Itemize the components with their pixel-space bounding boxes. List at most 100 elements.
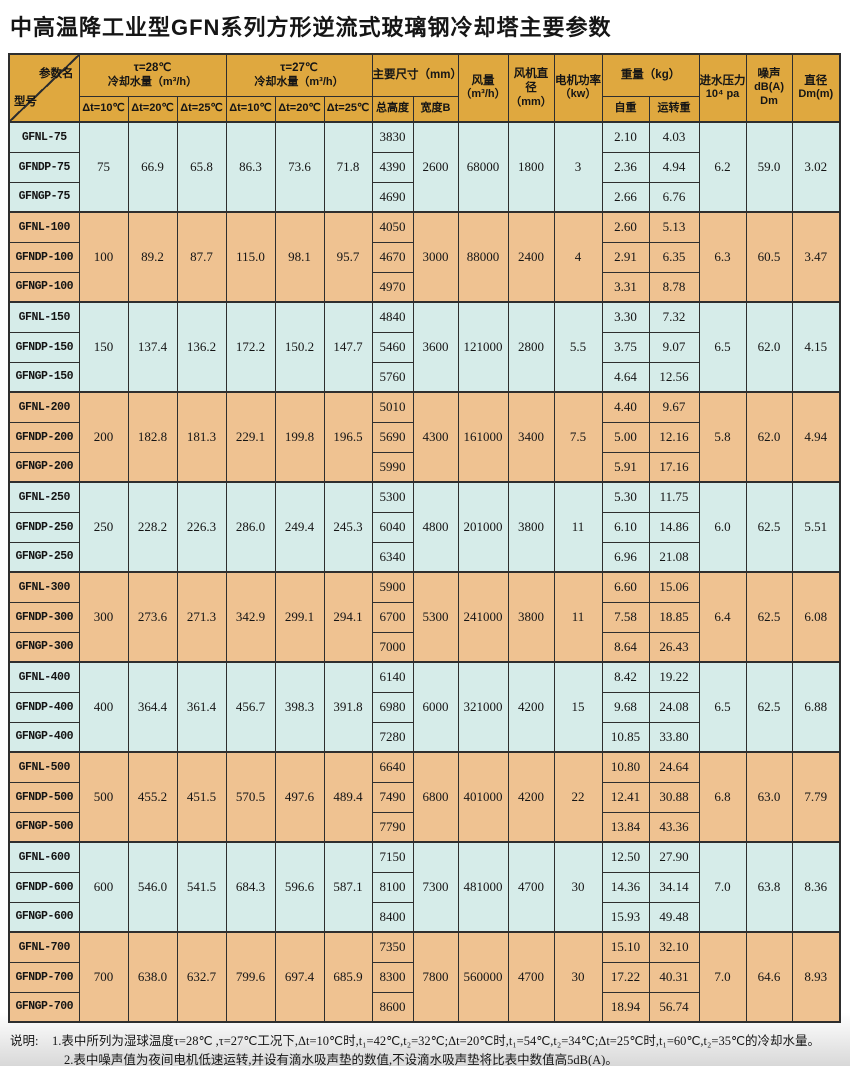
run-weight-cell: 9.07 [648,331,700,363]
width-b-cell: 3600 [412,301,459,393]
header-dimensions-group: 主要尺寸（mm） [371,53,459,97]
fan-diameter-cell: 1800 [507,121,555,213]
run-weight-cell: 4.94 [648,151,700,183]
width-b-cell: 3000 [412,211,459,303]
model-cell: GFNL-300 [8,571,80,603]
total-height-cell: 4390 [371,151,414,183]
width-b-cell: 6800 [412,751,459,843]
model-cell: GFNGP-600 [8,901,80,933]
header-run-weight: 运转重 [648,95,700,123]
header-motor-power: 电机功率 （kw） [553,53,603,123]
self-weight-cell: 4.64 [601,361,650,393]
tau27-flow-cell: 685.9 [323,931,373,1023]
tau27-flow-cell: 294.1 [323,571,373,663]
run-weight-cell: 49.48 [648,901,700,933]
run-weight-cell: 17.16 [648,451,700,483]
table-row: GFNL-150 150 137.4 136.2 172.2 150.2 147.7 4840… [8,301,841,393]
table-row: GFNGP-300 7000 8.64 26.43 [8,631,840,663]
run-weight-cell: 8.78 [648,271,700,303]
self-weight-cell: 5.00 [601,421,650,453]
total-height-cell: 6640 [371,751,414,783]
self-weight-cell: 3.75 [601,331,650,363]
table-row: GFNL-700 700 638.0 632.7 799.6 697.4 685.9 7350… [8,931,841,1023]
fan-diameter-cell: 3800 [507,571,555,663]
tau27-flow-cell: 199.8 [274,391,325,483]
model-cell: GFNDP-500 [8,781,80,813]
model-cell: GFNGP-700 [8,991,80,1023]
motor-power-cell: 15 [553,661,603,753]
total-height-cell: 6700 [371,601,414,633]
self-weight-cell: 15.10 [601,931,650,963]
self-weight-cell: 2.36 [601,151,650,183]
model-cell: GFNGP-75 [8,181,80,213]
tau28-flow-cell: 273.6 [127,571,178,663]
noise-cell: 63.0 [745,751,793,843]
self-weight-cell: 17.22 [601,961,650,993]
run-weight-cell: 30.88 [648,781,700,813]
inlet-pressure-cell: 7.0 [698,841,747,933]
run-weight-cell: 5.13 [648,211,700,243]
tau28-flow-cell: 87.7 [176,211,227,303]
table-row: GFNGP-75 4690 2.66 6.76 [8,181,840,213]
tau27-flow-cell: 71.8 [323,121,373,213]
width-b-cell: 4300 [412,391,459,483]
model-cell: GFNL-400 [8,661,80,693]
run-weight-cell: 19.22 [648,661,700,693]
tau28-flow-cell: 700 [78,931,129,1023]
total-height-cell: 3830 [371,121,414,153]
airflow-cell: 121000 [457,301,509,393]
tau27-flow-cell: 456.7 [225,661,276,753]
tau27-flow-cell: 799.6 [225,931,276,1023]
tau28-flow-cell: 137.4 [127,301,178,393]
run-weight-cell: 24.64 [648,751,700,783]
run-weight-cell: 32.10 [648,931,700,963]
tau28-flow-cell: 182.8 [127,391,178,483]
diameter-cell: 6.08 [791,571,841,663]
model-cell: GFNL-700 [8,931,80,963]
run-weight-cell: 34.14 [648,871,700,903]
model-cell: GFNL-250 [8,481,80,513]
airflow-cell: 560000 [457,931,509,1023]
motor-power-cell: 4 [553,211,603,303]
tau27-flow-cell: 172.2 [225,301,276,393]
width-b-cell: 7300 [412,841,459,933]
header-fan-diameter: 风机直径 （mm） [507,53,555,123]
model-cell: GFNGP-500 [8,811,80,843]
run-weight-cell: 6.76 [648,181,700,213]
motor-power-cell: 11 [553,481,603,573]
diameter-cell: 5.51 [791,481,841,573]
total-height-cell: 5460 [371,331,414,363]
model-cell: GFNL-100 [8,211,80,243]
total-height-cell: 7000 [371,631,414,663]
fan-diameter-cell: 2400 [507,211,555,303]
model-cell: GFNDP-400 [8,691,80,723]
notes-label: 说明: [10,1034,39,1048]
header-self-weight: 自重 [601,95,650,123]
run-weight-cell: 12.56 [648,361,700,393]
table-row: GFNDP-100 4670 2.91 6.35 [8,241,840,273]
total-height-cell: 5900 [371,571,414,603]
tau27-flow-cell: 596.6 [274,841,325,933]
tau28-flow-cell: 271.3 [176,571,227,663]
tau27-flow-cell: 570.5 [225,751,276,843]
airflow-cell: 241000 [457,571,509,663]
run-weight-cell: 18.85 [648,601,700,633]
noise-cell: 62.0 [745,301,793,393]
diagonal-divider [10,55,78,121]
self-weight-cell: 15.93 [601,901,650,933]
fan-diameter-cell: 4700 [507,931,555,1023]
model-cell: GFNDP-700 [8,961,80,993]
self-weight-cell: 6.96 [601,541,650,573]
self-weight-cell: 18.94 [601,991,650,1023]
header-width-b: 宽度B [412,95,459,123]
total-height-cell: 8600 [371,991,414,1023]
width-b-cell: 7800 [412,931,459,1023]
total-height-cell: 8400 [371,901,414,933]
table-row: GFNGP-600 8400 15.93 49.48 [8,901,840,933]
header-dt10-tau27: Δt=10℃ [225,95,276,123]
self-weight-cell: 12.50 [601,841,650,873]
tau28-flow-cell: 541.5 [176,841,227,933]
self-weight-cell: 10.85 [601,721,650,753]
tau28-flow-cell: 500 [78,751,129,843]
